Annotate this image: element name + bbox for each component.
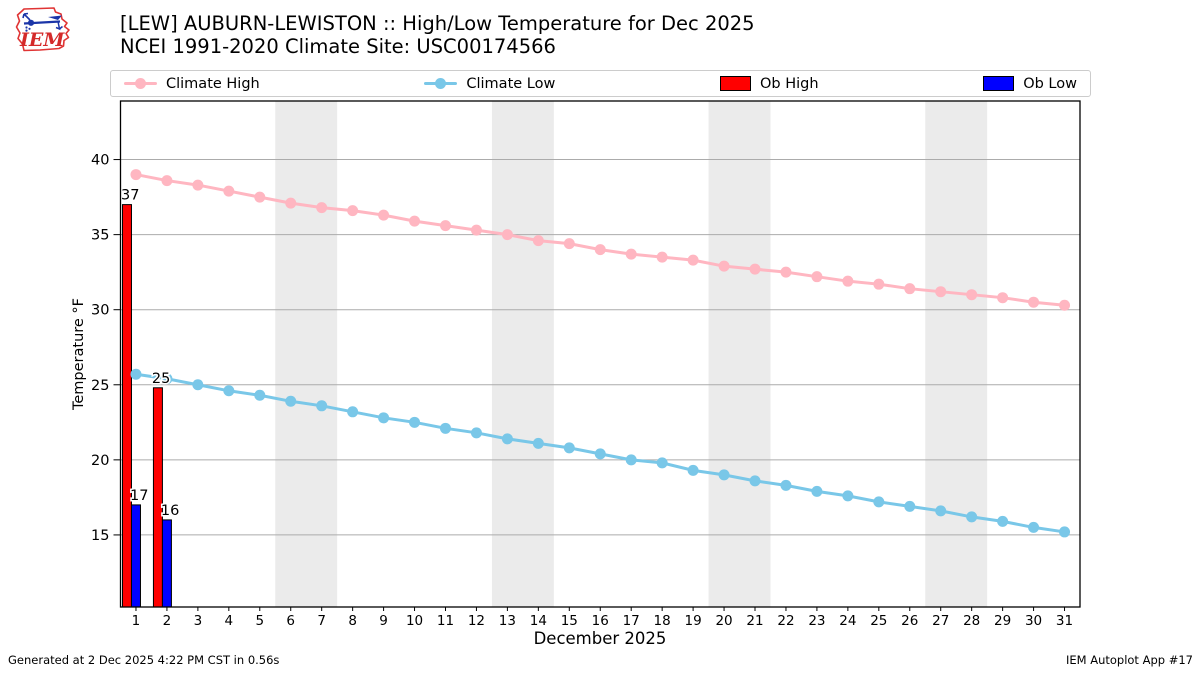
svg-text:22: 22 — [777, 613, 794, 629]
legend-label-ob-low: Ob Low — [1023, 75, 1077, 92]
legend-item-climate-high: Climate High — [124, 76, 260, 92]
svg-text:30: 30 — [1025, 613, 1042, 629]
weekend-bands — [275, 101, 988, 607]
svg-text:15: 15 — [91, 528, 109, 544]
svg-text:31: 31 — [1056, 613, 1073, 629]
svg-text:25: 25 — [91, 378, 109, 394]
y-axis-label: Temperature °F — [71, 297, 87, 411]
ob-high-label-day1: 37 — [121, 188, 139, 204]
svg-text:40: 40 — [91, 153, 109, 169]
legend-item-ob-high: Ob High — [719, 75, 819, 92]
legend-item-ob-low: Ob Low — [983, 76, 1077, 92]
legend: Climate High Climate Low Ob High Ob Low — [110, 70, 1091, 97]
svg-text:9: 9 — [379, 613, 388, 629]
svg-text:15: 15 — [561, 613, 578, 629]
svg-text:4: 4 — [225, 613, 234, 629]
svg-text:20: 20 — [91, 453, 109, 469]
climate-low-line-marker-icon — [424, 77, 458, 90]
svg-text:10: 10 — [406, 613, 423, 629]
x-axis-label: December 2025 — [533, 629, 667, 648]
svg-text:25: 25 — [870, 613, 887, 629]
ob-low-bar-day2 — [161, 519, 172, 608]
svg-text:18: 18 — [654, 613, 671, 629]
svg-text:14: 14 — [530, 613, 547, 629]
svg-text:29: 29 — [994, 613, 1011, 629]
ob-low-bar-day1 — [130, 504, 141, 608]
generated-timestamp: Generated at 2 Dec 2025 4:22 PM CST in 0… — [8, 653, 280, 667]
svg-text:7: 7 — [317, 613, 326, 629]
chart-title: [LEW] AUBURN-LEWISTON :: High/Low Temper… — [120, 12, 755, 35]
ob-high-bar-day2 — [152, 387, 163, 608]
svg-text:19: 19 — [685, 613, 702, 629]
svg-text:6: 6 — [286, 613, 295, 629]
svg-text:28: 28 — [963, 613, 980, 629]
climate-high-line-marker-icon — [124, 77, 157, 90]
ob-high-label-day2: 25 — [152, 371, 170, 387]
svg-text:11: 11 — [437, 613, 454, 629]
iem-logo: IEM — [15, 7, 70, 52]
svg-text:20: 20 — [715, 613, 732, 629]
svg-text:12: 12 — [468, 613, 485, 629]
svg-text:30: 30 — [91, 303, 109, 319]
svg-text:16: 16 — [592, 613, 609, 629]
weathervane-icon — [22, 12, 63, 32]
ob-low-label-day1: 17 — [130, 488, 148, 504]
app-credit: IEM Autoplot App #17 — [1065, 653, 1193, 667]
ob-low-label-day2: 16 — [161, 503, 179, 519]
svg-text:1: 1 — [132, 613, 141, 629]
svg-text:23: 23 — [808, 613, 825, 629]
svg-text:21: 21 — [746, 613, 763, 629]
legend-item-climate-low: Climate Low — [424, 76, 555, 92]
svg-text:3: 3 — [194, 613, 203, 629]
title-block: [LEW] AUBURN-LEWISTON :: High/Low Temper… — [120, 12, 755, 58]
legend-label-ob-high: Ob High — [759, 75, 819, 92]
bar-value-labels: 37 25 17 16 — [119, 186, 180, 520]
legend-label-climate-high: Climate High — [166, 75, 260, 92]
climate-high-line — [130, 169, 1071, 311]
svg-text:26: 26 — [901, 613, 918, 629]
iem-logo-text: IEM — [19, 29, 65, 51]
climate-low-line — [130, 368, 1071, 538]
svg-text:2: 2 — [163, 613, 172, 629]
chart-subtitle: NCEI 1991-2020 Climate Site: USC00174566 — [120, 35, 556, 58]
svg-text:27: 27 — [932, 613, 949, 629]
svg-text:24: 24 — [839, 613, 856, 629]
svg-text:17: 17 — [623, 613, 640, 629]
legend-label-climate-low: Climate Low — [466, 75, 556, 92]
ob-low-swatch-icon — [983, 76, 1015, 91]
ob-high-bar-day1 — [121, 204, 132, 608]
gridlines — [120, 159, 1080, 536]
x-axis-ticks: 1 2 3 4 5 6 7 8 9 10 11 12 13 14 15 16 17 18 19 20 21 22 23 24 2… — [132, 607, 1073, 629]
svg-text:5: 5 — [255, 613, 264, 629]
ob-high-swatch-icon — [719, 76, 751, 91]
svg-text:13: 13 — [499, 613, 516, 629]
observed-bars — [121, 204, 172, 608]
svg-text:8: 8 — [348, 613, 357, 629]
svg-text:35: 35 — [91, 228, 109, 244]
y-axis-ticks: 15 20 25 30 35 40 — [91, 153, 121, 544]
